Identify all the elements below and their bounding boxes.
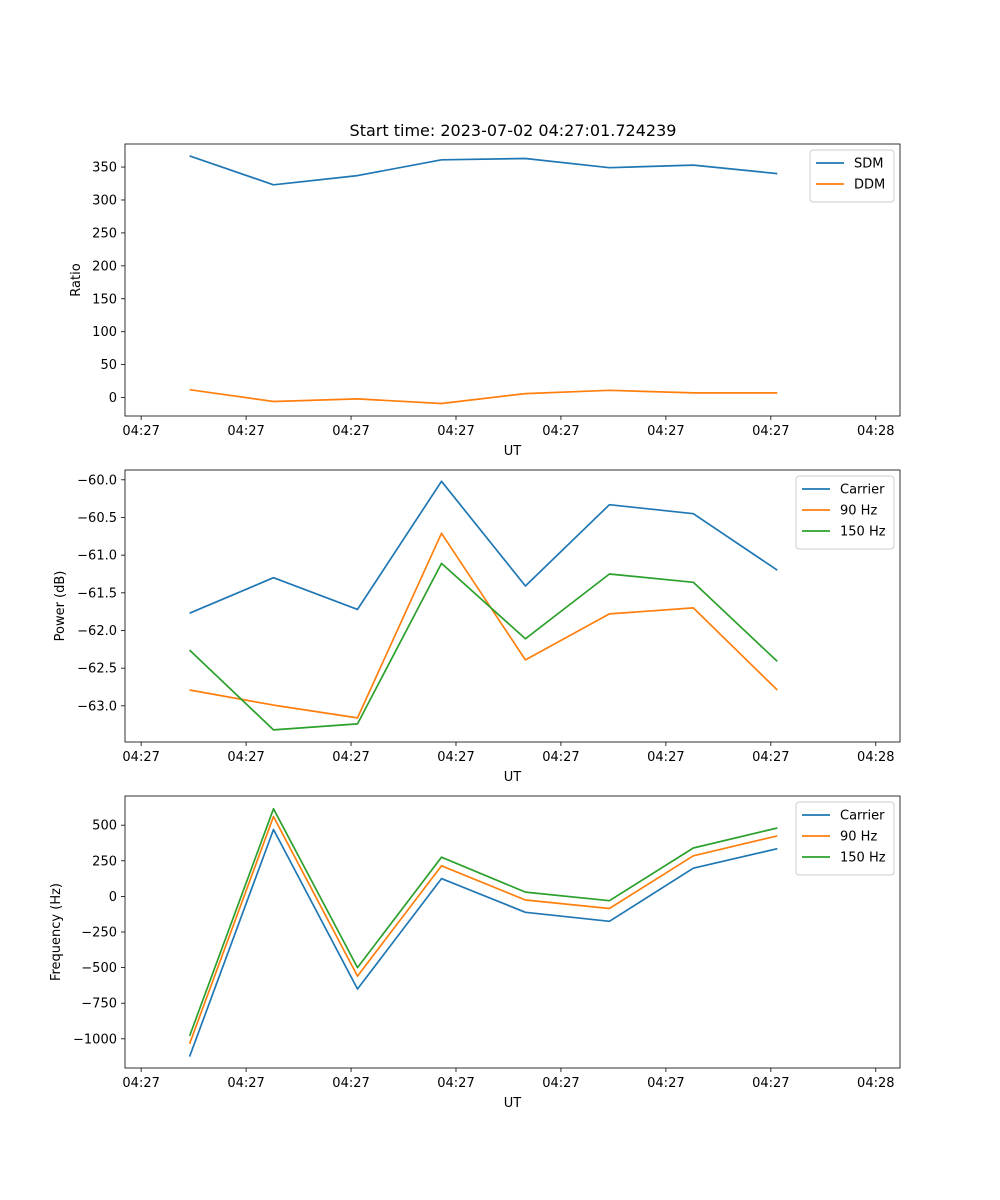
legend-label: SDM <box>854 157 883 172</box>
y-tick-label: −62.5 <box>77 662 117 677</box>
legend-label: Carrier <box>840 809 885 824</box>
y-tick-label: 250 <box>92 854 117 869</box>
x-tick-label: 04:27 <box>227 424 264 439</box>
y-tick-label: 0 <box>109 391 117 406</box>
y-axis-label: Frequency (Hz) <box>49 883 64 981</box>
x-tick-label: 04:27 <box>332 1076 369 1091</box>
x-tick-label: 04:27 <box>122 1076 159 1091</box>
x-tick-label: 04:27 <box>542 1076 579 1091</box>
legend-label: 90 Hz <box>840 830 877 845</box>
y-tick-label: −1000 <box>73 1032 117 1047</box>
x-tick-label: 04:27 <box>752 1076 789 1091</box>
legend-label: 150 Hz <box>840 525 886 540</box>
y-tick-label: 100 <box>92 325 117 340</box>
series-line-90-hz <box>189 532 778 719</box>
x-axis-label: UT <box>504 1096 522 1111</box>
legend-label: DDM <box>854 178 885 193</box>
x-tick-label: 04:27 <box>332 750 369 765</box>
series-line-ddm <box>189 388 778 405</box>
x-tick-label: 04:27 <box>437 1076 474 1091</box>
x-tick-label: 04:27 <box>542 750 579 765</box>
y-tick-label: 250 <box>92 226 117 241</box>
x-tick-label: 04:27 <box>752 750 789 765</box>
y-tick-label: 150 <box>92 292 117 307</box>
x-tick-label: 04:27 <box>227 750 264 765</box>
x-tick-label: 04:27 <box>542 424 579 439</box>
y-tick-label: 500 <box>92 819 117 834</box>
y-tick-label: −60.5 <box>77 511 117 526</box>
y-tick-label: 350 <box>92 161 117 176</box>
y-tick-label: −60.0 <box>77 473 117 488</box>
y-tick-label: −750 <box>81 997 117 1012</box>
y-tick-label: 0 <box>109 890 117 905</box>
y-tick-label: 200 <box>92 259 117 274</box>
y-axis-label: Power (dB) <box>53 571 68 642</box>
axes-frame <box>124 469 901 743</box>
y-tick-label: −62.0 <box>77 624 117 639</box>
x-axis-label: UT <box>504 770 522 785</box>
x-tick-label: 04:27 <box>122 424 159 439</box>
x-tick-label: 04:27 <box>437 750 474 765</box>
x-axis-label: UT <box>504 444 522 459</box>
x-tick-label: 04:27 <box>752 424 789 439</box>
y-tick-label: −63.0 <box>77 699 117 714</box>
chart-panel-2: 04:27 04:27 04:27 04:27 04:27 04:27 04:27 04:28… <box>53 469 901 785</box>
y-tick-label: −500 <box>81 961 117 976</box>
series-line-150-hz <box>188 807 778 1037</box>
chart-panel-3: 04:27 04:27 04:27 04:27 04:27 04:27 04:27 04:28… <box>49 795 901 1111</box>
chart-panel-1: 04:27 04:27 04:27 04:27 04:27 04:27 04:27 04:28… <box>69 143 901 459</box>
axes-frame <box>124 143 901 417</box>
x-tick-label: 04:27 <box>647 424 684 439</box>
y-tick-label: 300 <box>92 193 117 208</box>
legend: Carrier 90 Hz 150 Hz <box>795 801 895 876</box>
legend-label: Carrier <box>840 483 885 498</box>
x-tick-label: 04:27 <box>437 424 474 439</box>
x-tick-label: 04:27 <box>647 1076 684 1091</box>
x-tick-label: 04:28 <box>857 424 894 439</box>
legend-label: 90 Hz <box>840 504 877 519</box>
y-axis-label: Ratio <box>69 263 84 296</box>
legend: SDM DDM <box>809 149 895 203</box>
axes-frame <box>124 795 901 1069</box>
figure-title: Start time: 2023-07-02 04:27:01.724239 <box>350 121 677 140</box>
series-line-sdm <box>189 155 778 186</box>
y-tick-label: 50 <box>100 358 117 373</box>
y-tick-label: −250 <box>81 926 117 941</box>
y-tick-label: −61.0 <box>77 549 117 564</box>
series-line-carrier <box>189 480 778 614</box>
x-tick-label: 04:27 <box>122 750 159 765</box>
x-tick-label: 04:27 <box>332 424 369 439</box>
series-line-90-hz <box>188 815 778 1045</box>
legend: Carrier 90 Hz 150 Hz <box>795 475 895 550</box>
series-line-carrier <box>188 828 778 1057</box>
x-tick-label: 04:28 <box>857 750 894 765</box>
series-line-150-hz <box>189 562 778 731</box>
legend-label: 150 Hz <box>840 851 886 866</box>
y-tick-label: −61.5 <box>77 586 117 601</box>
x-tick-label: 04:27 <box>647 750 684 765</box>
x-tick-label: 04:27 <box>227 1076 264 1091</box>
x-tick-label: 04:28 <box>857 1076 894 1091</box>
